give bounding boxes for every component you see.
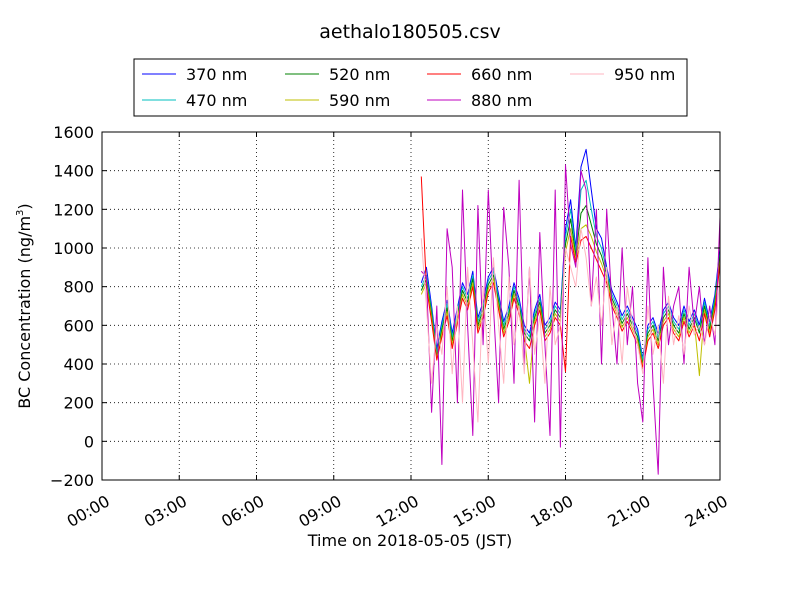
y-tick-label: 1400	[53, 162, 94, 181]
legend-label: 520 nm	[329, 65, 390, 84]
y-tick-label: 200	[63, 394, 94, 413]
legend: 370 nm 470 nm 520 nm 590 nm 660 nm 880 nm 950 …	[133, 58, 688, 117]
y-axis-label-close: )	[15, 203, 34, 209]
y-tick-label: 800	[63, 278, 94, 297]
y-tick-labels: −200 0 200 400 600 800 1000 1200 1400 1600	[50, 123, 94, 490]
plot-series-group	[420, 148, 720, 475]
legend-label: 470 nm	[186, 91, 247, 110]
legend-label: 880 nm	[471, 91, 532, 110]
legend-label: 660 nm	[471, 65, 532, 84]
legend-label: 590 nm	[329, 91, 390, 110]
x-axis-label: Time on 2018-05-05 (JST)	[307, 531, 512, 550]
y-tick-label: 1600	[53, 123, 94, 142]
legend-entries: 370 nm 470 nm 520 nm 590 nm 660 nm 880 nm 950 …	[142, 65, 675, 110]
y-tick-label: 600	[63, 316, 94, 335]
legend-box	[133, 58, 688, 117]
legend-label: 950 nm	[614, 65, 675, 84]
y-axis-label-superscript: 3	[15, 210, 26, 216]
series-line-590-nm	[420, 224, 720, 384]
y-tick-label: −200	[50, 471, 94, 490]
y-tick-label: 400	[63, 355, 94, 374]
y-axis-label-main: BC Concentration (ng/m	[15, 216, 34, 409]
legend-label: 370 nm	[186, 65, 247, 84]
y-tick-label: 1200	[53, 200, 94, 219]
grid-lines	[102, 132, 720, 480]
y-axis-label: BC Concentration (ng/m3)	[15, 203, 34, 408]
series-line-950-nm	[420, 228, 720, 423]
chart-title: aethalo180505.csv	[319, 21, 501, 43]
series-line-370-nm	[420, 148, 720, 359]
axis-ticks	[101, 131, 721, 481]
series-line-880-nm	[420, 164, 720, 475]
y-tick-label: 1000	[53, 239, 94, 258]
y-tick-label: 0	[84, 432, 94, 451]
